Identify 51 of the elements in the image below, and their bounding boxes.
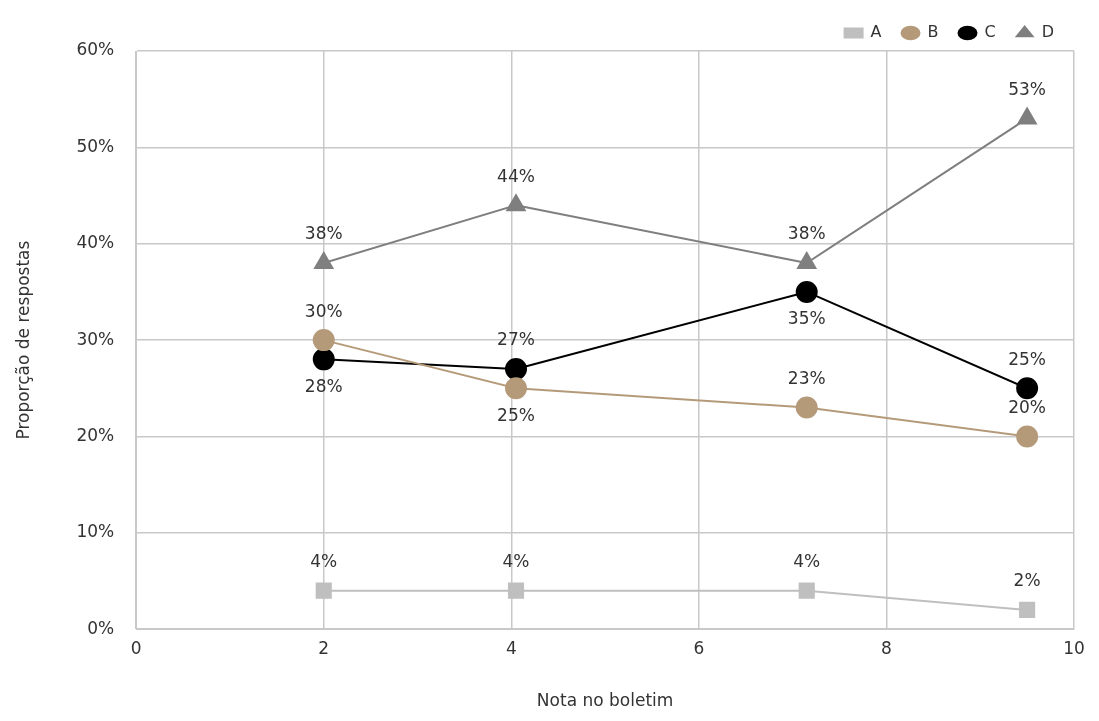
data-label: 38%	[787, 223, 826, 244]
y-tick-label: 20%	[76, 424, 115, 445]
point	[797, 252, 817, 270]
legend-label: C	[984, 22, 996, 42]
point	[312, 348, 335, 371]
y-tick-label: 30%	[76, 328, 115, 349]
point	[506, 194, 526, 212]
data-label: 38%	[304, 223, 343, 244]
x-axis-title: Nota no boletim	[536, 690, 674, 711]
data-label: 4%	[502, 551, 530, 572]
data-label: 30%	[304, 300, 343, 321]
point	[795, 396, 818, 419]
legend-label: B	[927, 22, 939, 42]
data-label: 4%	[310, 551, 338, 572]
legend-label: D	[1041, 22, 1055, 42]
x-tick-label: 4	[505, 637, 517, 658]
point	[507, 582, 525, 599]
point	[505, 358, 527, 381]
data-label: 4%	[793, 551, 821, 572]
y-tick-label: 0%	[87, 617, 115, 638]
y-tick-label: 60%	[76, 39, 115, 60]
point	[505, 377, 527, 400]
point	[798, 582, 815, 599]
point	[795, 280, 818, 303]
data-label: 20%	[1008, 396, 1047, 417]
y-tick-label: 10%	[76, 521, 115, 542]
legend-label: A	[870, 22, 882, 42]
point	[1017, 107, 1037, 125]
point	[314, 252, 334, 270]
y-tick-label: 50%	[76, 135, 115, 156]
data-label: 27%	[497, 329, 535, 350]
data-label: 25%	[1008, 348, 1047, 369]
point	[1016, 425, 1039, 448]
data-label: 23%	[787, 367, 826, 388]
data-label: 35%	[787, 308, 826, 329]
x-tick-label: 10	[1063, 637, 1085, 658]
point	[1019, 601, 1036, 618]
y-tick-label: 40%	[76, 232, 115, 253]
x-tick-label: 6	[693, 637, 705, 658]
data-label: 44%	[497, 165, 535, 186]
point	[312, 329, 335, 352]
point	[1016, 377, 1039, 400]
point	[315, 582, 332, 599]
data-label: 2%	[1013, 570, 1041, 591]
x-tick-label: 0	[130, 637, 142, 658]
x-tick-label: 2	[318, 637, 330, 658]
data-label: 28%	[304, 375, 343, 396]
x-tick-label: 8	[881, 637, 892, 658]
data-label: 25%	[497, 404, 535, 425]
data-label: 53%	[1008, 78, 1047, 99]
y-axis-title: Proporção de respostas	[12, 240, 33, 440]
